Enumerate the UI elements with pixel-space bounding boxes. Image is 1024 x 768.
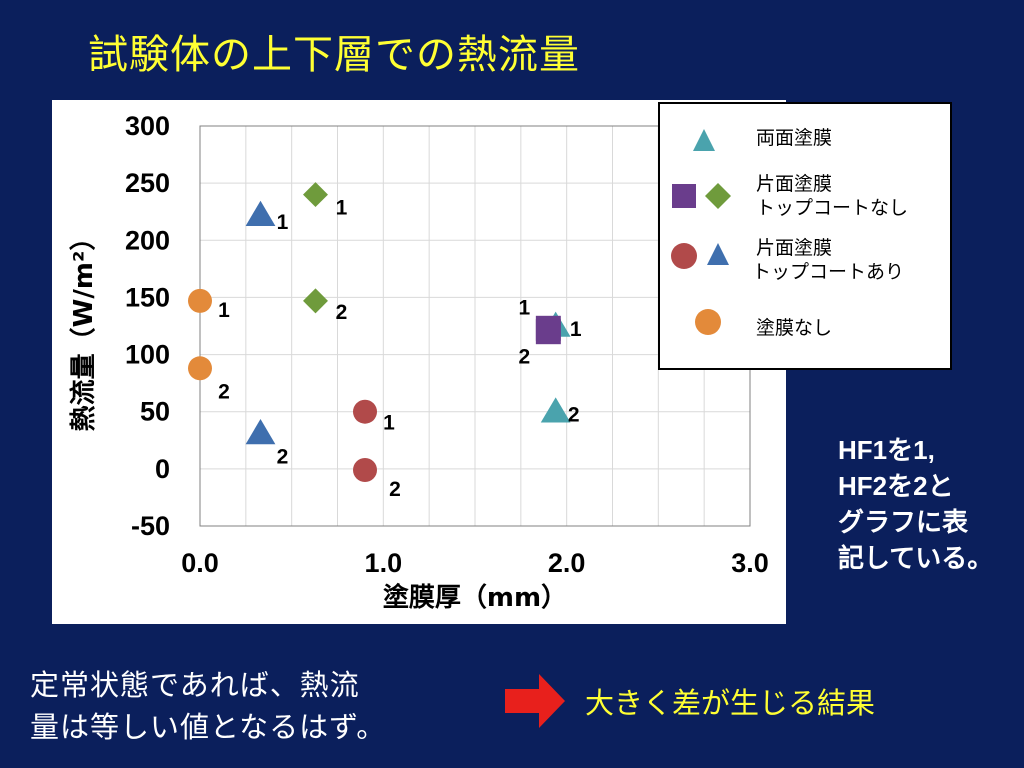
data-point-label: 1 xyxy=(518,296,530,319)
conclusion-line: 定常状態であれば、熱流 xyxy=(30,668,360,702)
y-tick-label: 0 xyxy=(155,454,170,484)
scatter-chart: 300 250 200 150 100 50 0 -50 0.0 1.0 2.0 3.0 塗膜厚（mm）… xyxy=(69,111,769,613)
legend-label-katamen-ari: 片面塗膜 xyxy=(756,237,833,259)
legend-label-none: 塗膜なし xyxy=(756,317,833,339)
data-point xyxy=(540,397,571,423)
conclusion-line: 量は等しい値となるはず。 xyxy=(30,710,387,744)
y-tick-label: 100 xyxy=(125,340,170,370)
side-note-line: HF2を2と xyxy=(838,471,954,501)
y-tick-label: 150 xyxy=(125,282,170,312)
data-point xyxy=(188,356,212,381)
y-tick-label: 250 xyxy=(125,168,170,198)
data-point xyxy=(245,419,276,445)
data-point-label: 1 xyxy=(277,211,289,234)
x-tick-label: 2.0 xyxy=(548,548,586,578)
data-point-label: 1 xyxy=(383,412,395,435)
legend-marker xyxy=(705,183,731,209)
legend-marker xyxy=(671,243,697,269)
right-arrow-icon xyxy=(505,674,565,728)
side-note-line: 記している。 xyxy=(838,543,994,573)
side-note-line: グラフに表 xyxy=(838,507,969,537)
data-point-label: 2 xyxy=(389,478,401,501)
data-point xyxy=(535,319,561,345)
legend-label-katamen-nashi: 片面塗膜 xyxy=(756,173,833,195)
legend-label-ryomen: 両面塗膜 xyxy=(756,127,833,149)
data-point xyxy=(303,182,328,208)
side-note: HF1を1, HF2を2と グラフに表 記している。 xyxy=(838,432,993,576)
conclusion-text: 定常状態であれば、熱流 量は等しい値となるはず。 xyxy=(30,664,386,748)
y-axis-label: 熱流量（W/m²） xyxy=(69,225,99,432)
data-point xyxy=(245,200,276,226)
y-tick-label: 200 xyxy=(125,225,170,255)
legend-marker xyxy=(695,309,721,335)
data-point xyxy=(303,288,328,314)
legend-markers xyxy=(671,129,731,335)
data-point-label: 1 xyxy=(570,318,582,341)
legend-label-katamen-ari-sub: トップコートあり xyxy=(752,261,905,283)
data-point-label: 2 xyxy=(336,301,348,324)
y-tick-label: 50 xyxy=(140,397,170,427)
legend-marker xyxy=(707,243,729,265)
legend-label-katamen-nashi-sub: トップコートなし xyxy=(756,197,909,219)
legend-marker xyxy=(693,129,715,151)
data-point-label: 2 xyxy=(277,445,289,468)
y-tick-label: 300 xyxy=(125,111,170,141)
x-axis-label: 塗膜厚（mm） xyxy=(383,582,567,613)
data-point-label: 2 xyxy=(218,380,230,403)
x-tick-label: 3.0 xyxy=(731,548,769,578)
data-point-label: 1 xyxy=(336,197,348,220)
data-point xyxy=(188,288,212,313)
data-point-label: 2 xyxy=(568,404,580,427)
x-tick-label: 0.0 xyxy=(181,548,219,578)
data-point-label: 2 xyxy=(518,346,530,369)
result-text: 大きく差が生じる結果 xyxy=(585,686,876,720)
chart-legend: 両面塗膜 片面塗膜 トップコートなし 片面塗膜 トップコートあり 塗膜なし xyxy=(658,102,952,370)
y-tick-label: -50 xyxy=(131,511,170,541)
slide-title: 試験体の上下層での熱流量 xyxy=(88,32,580,78)
legend-marker xyxy=(672,184,696,208)
x-tick-label: 1.0 xyxy=(365,548,403,578)
side-note-line: HF1を1, xyxy=(838,435,935,465)
data-point-label: 1 xyxy=(218,299,230,322)
data-point xyxy=(353,458,377,482)
data-point xyxy=(353,399,377,424)
